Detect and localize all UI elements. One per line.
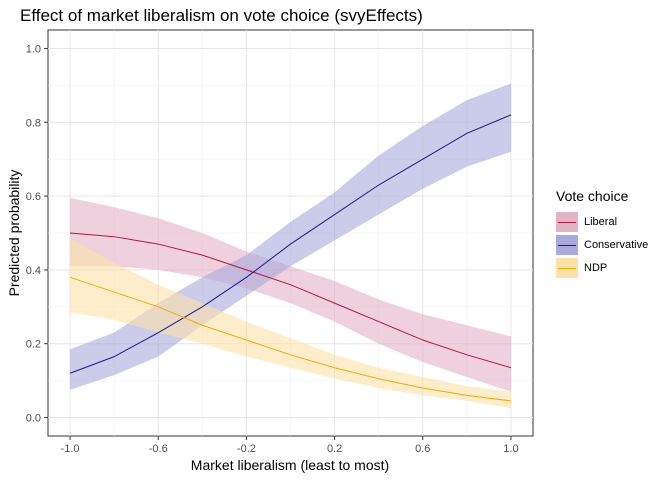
- line-conservative: [69, 114, 512, 374]
- y-tick-label: 1.0: [26, 43, 41, 55]
- y-tick-label: 0.8: [26, 117, 41, 129]
- y-axis: 0.0 0.2 0.4 0.6 0.8 1.0: [26, 43, 48, 425]
- y-axis-label: Predicted probability: [6, 170, 22, 297]
- x-axis: -1.0 -0.6 -0.2 0.2 0.6 1.0: [61, 436, 519, 455]
- legend-item-liberal: Liberal: [556, 210, 648, 233]
- legend-key-conservative: [556, 234, 578, 255]
- x-tick-label: -0.6: [149, 443, 168, 455]
- legend-key-ndp: [556, 257, 578, 278]
- y-tick-label: 0.0: [26, 413, 41, 425]
- x-tick-label: 1.0: [503, 443, 518, 455]
- legend-label-liberal: Liberal: [584, 215, 618, 228]
- legend-item-conservative: Conservative: [556, 233, 648, 256]
- ribbons: [70, 83, 511, 409]
- x-tick-label: 0.2: [327, 443, 342, 455]
- y-tick-label: 0.4: [26, 265, 41, 277]
- ribbon-liberal: [70, 197, 511, 392]
- legend-label-ndp: NDP: [584, 261, 608, 274]
- x-tick-label: -0.2: [237, 443, 256, 455]
- line-liberal: [70, 232, 512, 369]
- legend-title: Vote choice: [556, 188, 629, 204]
- ribbon-ndp: [70, 238, 511, 409]
- legend-label-conservative: Conservative: [584, 238, 649, 251]
- x-tick-label: -1.0: [61, 443, 80, 455]
- chart-title: Effect of market liberalism on vote choi…: [20, 6, 423, 25]
- x-tick-label: 0.6: [415, 443, 430, 455]
- legend: Vote choice Liberal Conservative NDP: [556, 188, 648, 279]
- x-axis-label: Market liberalism (least to most): [191, 457, 389, 473]
- line-ndp: [69, 276, 512, 402]
- legend-key-liberal: [556, 211, 578, 232]
- y-tick-label: 0.2: [26, 339, 41, 351]
- legend-item-ndp: NDP: [556, 256, 648, 279]
- y-tick-label: 0.6: [26, 191, 41, 203]
- series-lines: [69, 114, 512, 402]
